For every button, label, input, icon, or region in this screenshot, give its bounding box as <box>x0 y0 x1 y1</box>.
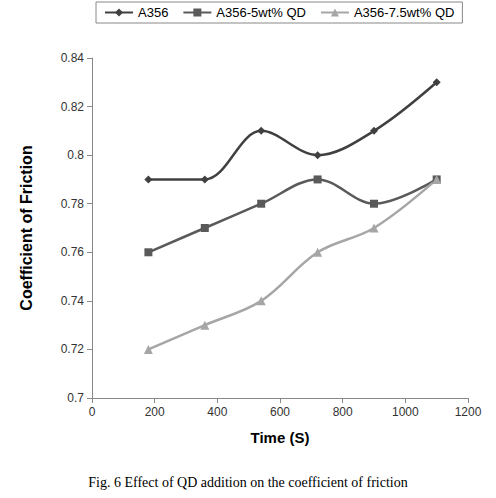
svg-text:0.76: 0.76 <box>61 245 85 259</box>
svg-text:800: 800 <box>333 405 353 419</box>
svg-text:Time (S): Time (S) <box>251 429 310 446</box>
svg-text:Fig. 6 Effect of QD addition o: Fig. 6 Effect of QD addition on the coef… <box>88 475 407 490</box>
svg-text:1200: 1200 <box>455 405 482 419</box>
svg-text:A356-7.5wt% QD: A356-7.5wt% QD <box>354 5 454 20</box>
svg-text:A356-5wt% QD: A356-5wt% QD <box>216 5 306 20</box>
svg-text:600: 600 <box>270 405 290 419</box>
svg-text:0.8: 0.8 <box>67 148 84 162</box>
svg-text:400: 400 <box>207 405 227 419</box>
svg-text:1000: 1000 <box>392 405 419 419</box>
svg-text:0.74: 0.74 <box>61 294 85 308</box>
svg-text:0.7: 0.7 <box>67 391 84 405</box>
svg-text:0.72: 0.72 <box>61 342 85 356</box>
svg-text:A356: A356 <box>138 5 168 20</box>
svg-text:0.78: 0.78 <box>61 197 85 211</box>
svg-text:0.84: 0.84 <box>61 51 85 65</box>
svg-text:200: 200 <box>145 405 165 419</box>
svg-text:0.82: 0.82 <box>61 100 85 114</box>
svg-text:Coefficient of Friction: Coefficient of Friction <box>18 145 35 310</box>
svg-text:0: 0 <box>89 405 96 419</box>
